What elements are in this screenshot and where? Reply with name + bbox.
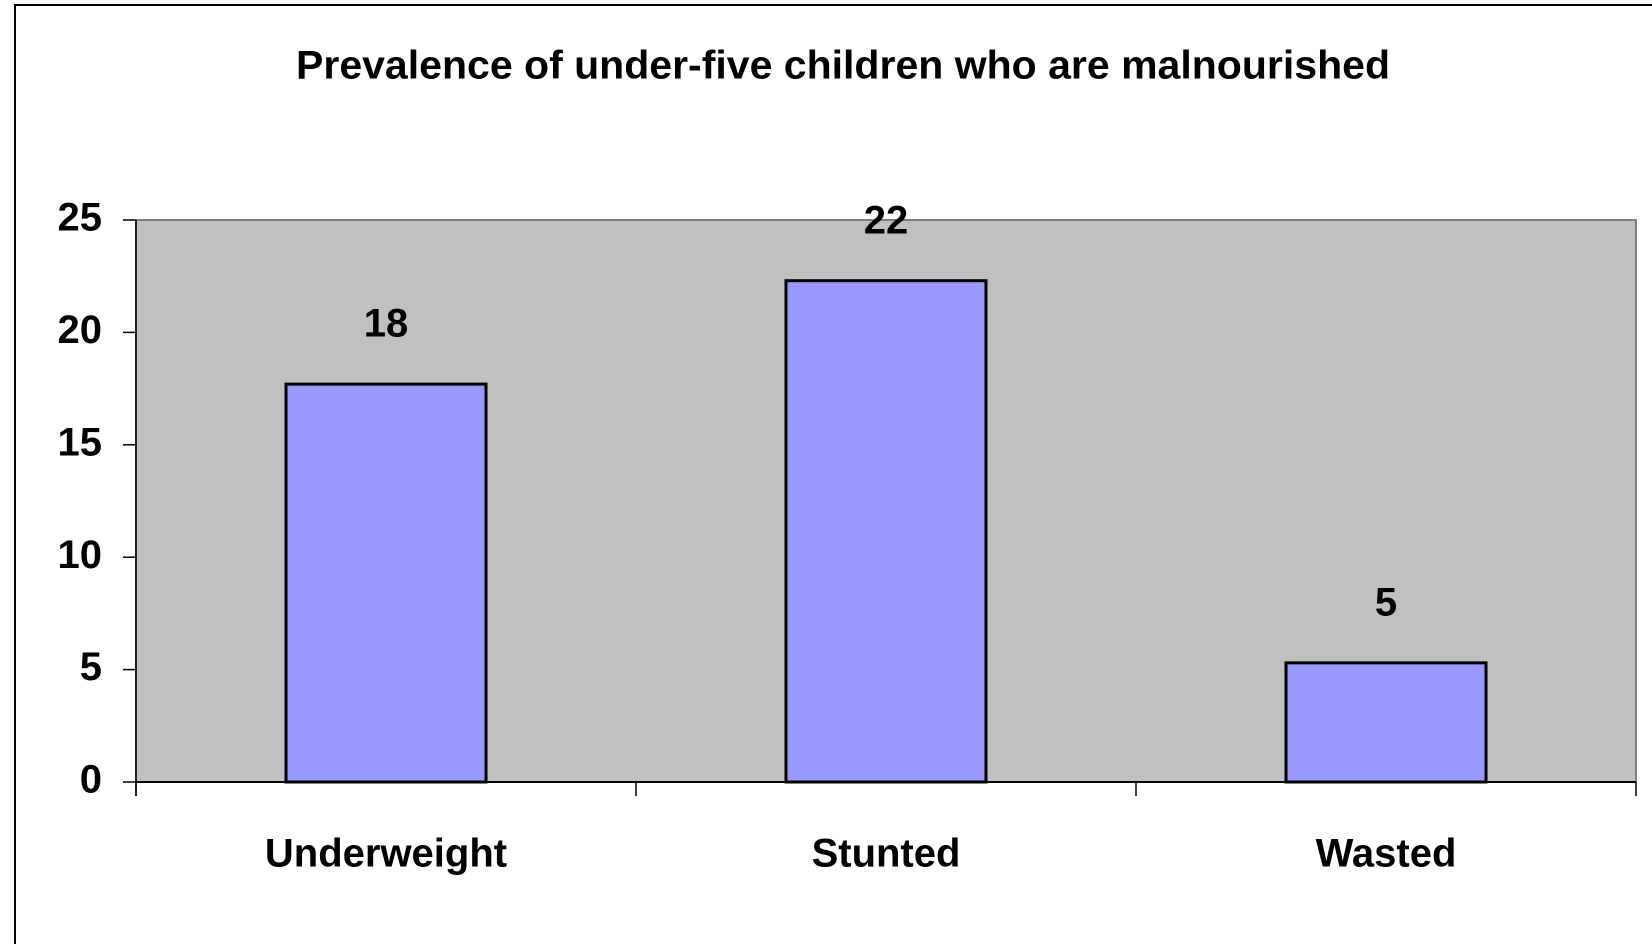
y-tick-label: 5 [80, 645, 102, 689]
y-tick-label: 0 [80, 758, 102, 802]
y-tick-label: 20 [58, 308, 103, 352]
y-tick-label: 25 [58, 196, 103, 240]
y-tick-label: 15 [58, 420, 103, 464]
x-tick-label: Stunted [812, 832, 961, 876]
bar [784, 279, 988, 784]
value-label: 22 [864, 198, 909, 242]
y-tick-label: 10 [58, 533, 103, 577]
bar [284, 382, 488, 784]
chart-title: Prevalence of under-five children who ar… [296, 44, 1390, 88]
x-tick-label: Wasted [1316, 832, 1457, 876]
value-label: 18 [364, 302, 409, 346]
value-label: 5 [1375, 580, 1397, 624]
x-tick-label: Underweight [265, 832, 507, 876]
bar [1284, 661, 1488, 784]
